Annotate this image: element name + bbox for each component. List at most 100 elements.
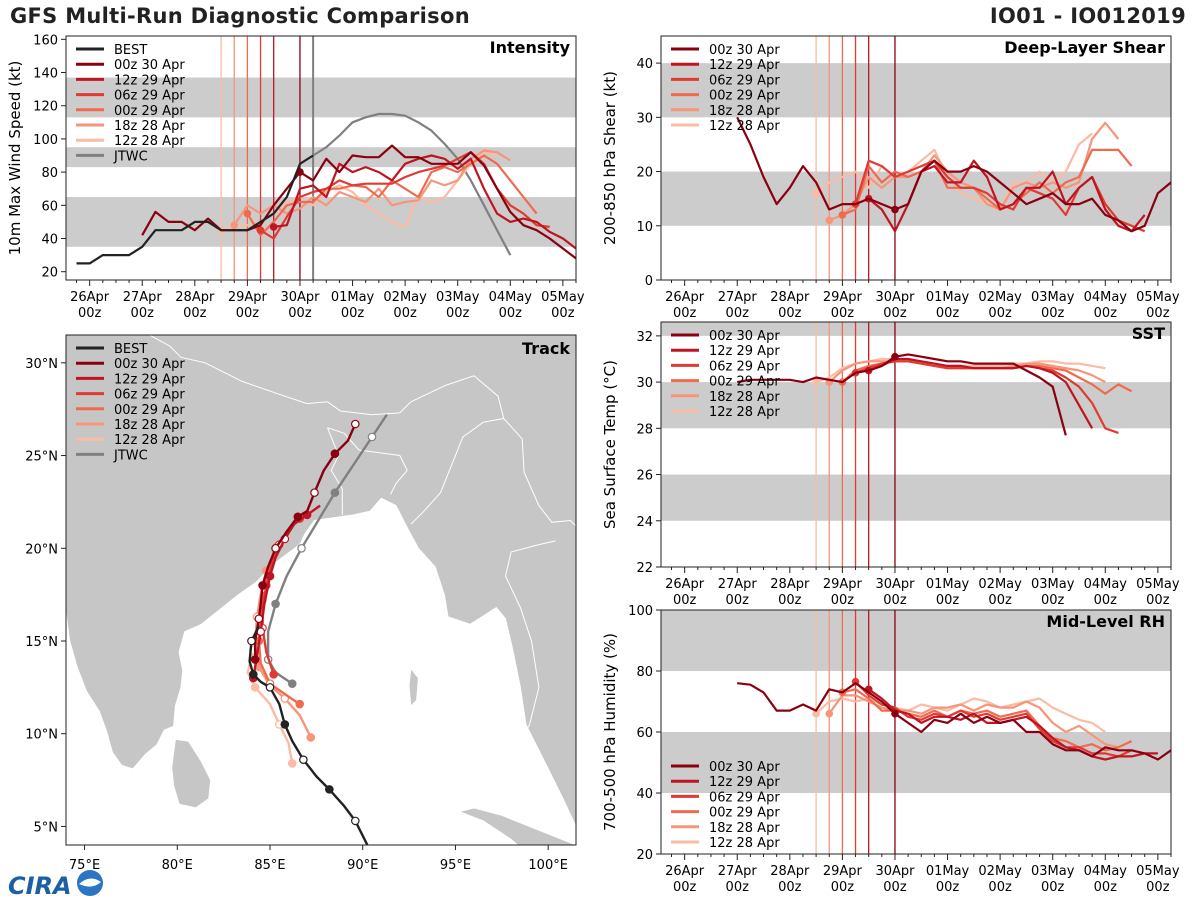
track-point: [271, 599, 280, 609]
x-tick-label: 26Apr 00z: [665, 864, 705, 895]
x-tick-label: 02May 00z: [978, 577, 1022, 608]
x-tick-label-hour: 00z: [988, 880, 1012, 895]
legend-label: JTWC: [113, 149, 148, 164]
x-tick-label-date: 03May: [1031, 864, 1075, 879]
country-border: [410, 375, 505, 525]
country-border: [327, 401, 412, 416]
y-tick-label: 100: [33, 133, 58, 148]
x-tick-label: 27Apr 00z: [718, 290, 758, 321]
x-tick-label: 02May 00z: [978, 864, 1022, 895]
legend-label: 12z 29 Apr: [709, 58, 780, 73]
x-tick-label-date: 05May: [1136, 577, 1180, 592]
x-tick-label-hour: 00z: [1041, 306, 1065, 321]
panel-track: 75°E 80°E 85°E 90°E 95°E 100°E 5°N 10°N 15°N 20°N…: [25, 334, 577, 873]
x-tick-label-hour: 00z: [673, 593, 697, 608]
track-point: [250, 655, 260, 664]
track-point: [367, 432, 377, 442]
x-tick-label-date: 28Apr: [770, 577, 810, 592]
track-point: [271, 543, 280, 553]
x-tick-label-date: 04May: [1084, 864, 1128, 879]
x-tick-label-hour: 00z: [1146, 593, 1170, 608]
x-tick-label-date: 28Apr: [770, 864, 810, 879]
x-tick-label-hour: 00z: [78, 306, 102, 321]
init-marker: [230, 221, 239, 230]
x-tick-label-date: 03May: [1031, 577, 1075, 592]
legend-label: 00z 29 Apr: [114, 403, 185, 418]
x-tick-label-date: 30Apr: [875, 290, 915, 305]
x-tick-label: 29Apr 00z: [823, 577, 863, 608]
track-line-best: [248, 625, 369, 845]
x-tick-label-hour: 00z: [673, 880, 697, 895]
band-0: [661, 171, 1171, 226]
x-tick-label: 30Apr 00z: [280, 290, 320, 321]
track-point: [258, 581, 267, 590]
x-tick-label-hour: 00z: [1146, 306, 1170, 321]
track-point: [265, 683, 275, 692]
legend-label: 12z 28 Apr: [709, 836, 780, 851]
x-tick-label: 28Apr 00z: [770, 290, 810, 321]
x-tick-label-date: 30Apr: [875, 864, 915, 879]
x-tick-label-date: 04May: [1084, 577, 1128, 592]
x-tick-label: 05May 00z: [1136, 864, 1180, 895]
x-tick-label: 04May 00z: [1084, 864, 1128, 895]
x-tick-label: 05May 00z: [1136, 577, 1180, 608]
x-tick-label: 04May 00z: [1084, 577, 1128, 608]
track-point: [351, 816, 360, 826]
x-tick-label: 26Apr 00z: [665, 290, 705, 321]
x-tick-label-hour: 00z: [1041, 880, 1065, 895]
y-tick-label: 20: [636, 166, 653, 181]
x-tick-label-date: 04May: [489, 290, 533, 305]
band-1: [661, 382, 1171, 429]
country-border: [180, 356, 328, 405]
x-tick-label-date: 02May: [383, 290, 427, 305]
page-title: GFS Multi-Run Diagnostic Comparison: [10, 4, 470, 28]
x-tick-label: 26Apr 00z: [70, 290, 110, 321]
plot-frame-intensity: [65, 35, 577, 281]
x-tick-label: 28Apr 00z: [770, 577, 810, 608]
x-tick-label-hour: 00z: [831, 880, 855, 895]
x-tick-label-date: 02May: [978, 864, 1022, 879]
y-tick-label: 15°N: [25, 635, 58, 650]
andaman-islands: [408, 667, 419, 707]
x-tick-label-date: 01May: [926, 864, 970, 879]
x-tick-label-date: 26Apr: [665, 864, 705, 879]
init-marker: [812, 189, 820, 198]
legend-label: 00z 30 Apr: [114, 58, 185, 73]
x-tick-label-date: 28Apr: [175, 290, 215, 305]
x-tick-label-date: 05May: [1136, 864, 1180, 879]
x-tick-label: 01May 00z: [331, 290, 375, 321]
x-tick-label-hour: 00z: [988, 593, 1012, 608]
legend-label: BEST: [114, 43, 147, 58]
y-tick-label: 80: [636, 665, 653, 680]
panel-title: Track: [522, 339, 570, 358]
y-tick-label: 40: [636, 57, 653, 72]
init-marker: [269, 223, 278, 231]
x-tick-label-hour: 00z: [936, 593, 960, 608]
plot-area-shear: [661, 36, 1171, 280]
init-marker: [812, 378, 820, 386]
track-point: [368, 851, 375, 858]
x-tick-label-date: 30Apr: [875, 577, 915, 592]
x-tick-label-hour: 00z: [673, 306, 697, 321]
storm-id-title: IO01 - IO012019: [989, 4, 1186, 28]
track-point: [269, 670, 279, 679]
x-tick-label: 27Apr 00z: [718, 864, 758, 895]
legend-label: JTWC: [113, 448, 148, 463]
x-tick-label: 01May 00z: [926, 864, 970, 895]
y-tick-label: 28: [636, 422, 653, 437]
y-tick-label: 40: [41, 233, 58, 248]
x-tick-label: 03May 00z: [1031, 864, 1075, 895]
x-tick-label: 28Apr 00z: [770, 864, 810, 895]
cira-logo-text: CIRA: [8, 872, 72, 900]
track-point: [306, 733, 316, 742]
legend-label: 12z 29 Apr: [709, 775, 780, 790]
legend-label: 18z 28 Apr: [114, 119, 185, 134]
x-tick-label: 02May 00z: [383, 290, 427, 321]
legend-label: 18z 28 Apr: [114, 418, 185, 433]
x-tick-label-hour: 00z: [1146, 880, 1170, 895]
